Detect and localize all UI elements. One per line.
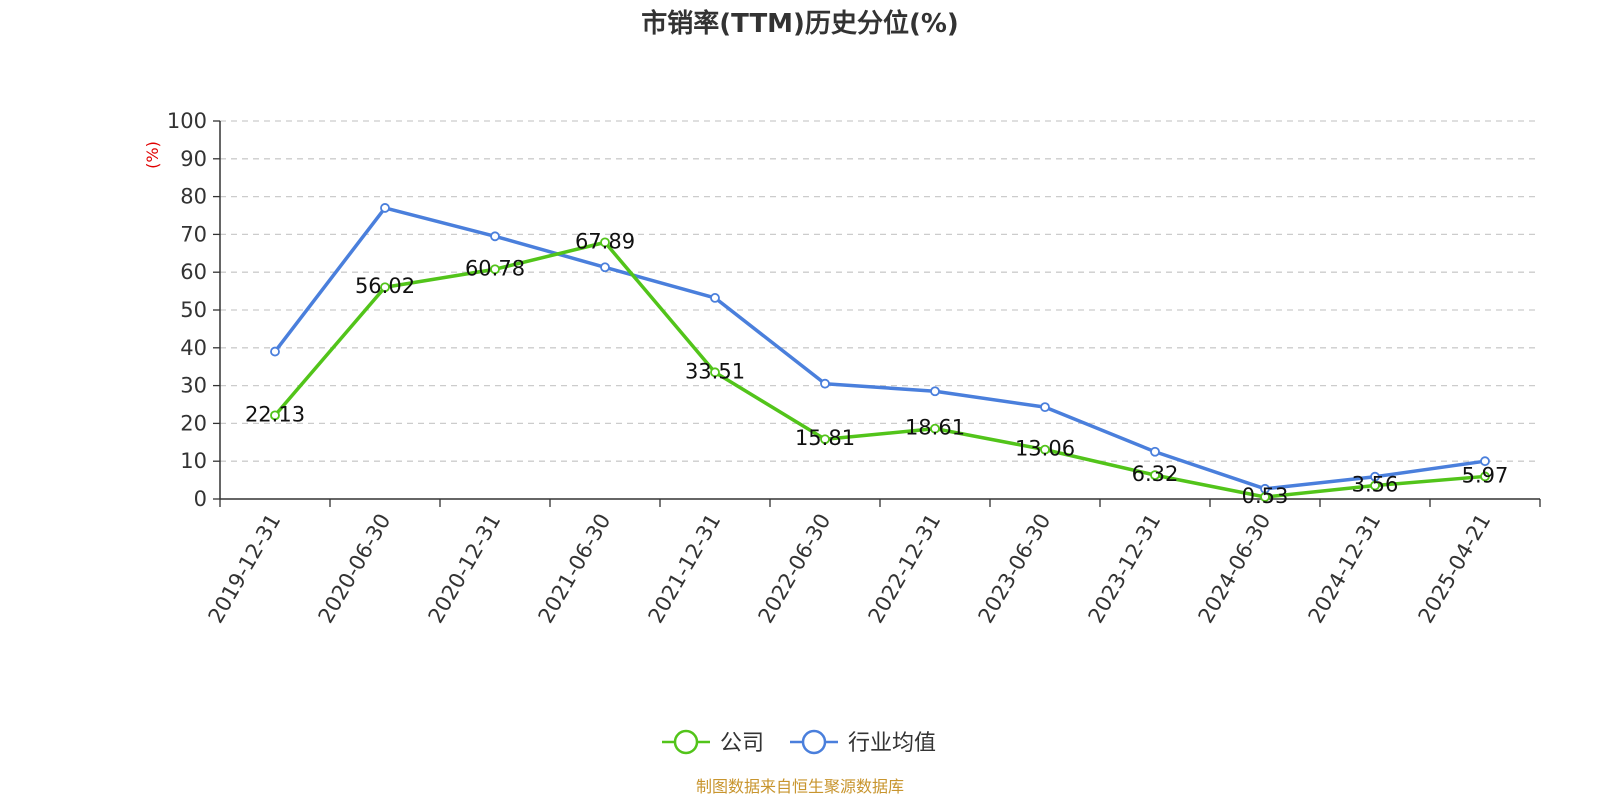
data-point[interactable]: [1040, 444, 1050, 455]
source-note: 制图数据来自恒生聚源数据库: [696, 777, 904, 796]
data-label: 22.13: [245, 402, 305, 426]
y-tick-label: 0: [194, 487, 207, 511]
y-tick-label: 40: [180, 336, 207, 360]
data-label: 13.06: [1015, 437, 1075, 461]
data-point[interactable]: [1480, 471, 1490, 482]
data-point[interactable]: [1150, 446, 1160, 457]
y-tick-label: 80: [180, 185, 207, 209]
y-tick-label: 60: [180, 260, 207, 284]
data-point[interactable]: [490, 231, 500, 242]
y-tick-label: 50: [180, 298, 207, 322]
data-label: 15.81: [795, 426, 855, 450]
y-axis-label: (%): [143, 141, 162, 169]
legend-label[interactable]: 行业均值: [848, 731, 936, 756]
data-point[interactable]: [1150, 470, 1160, 481]
legend-marker[interactable]: [801, 729, 827, 755]
y-tick-label: 10: [180, 449, 207, 473]
data-point[interactable]: [490, 264, 500, 275]
legend-marker[interactable]: [673, 729, 699, 755]
series-line-1: [273, 206, 1486, 491]
series-line-0: [273, 240, 1486, 499]
data-point[interactable]: [710, 293, 720, 303]
data-label: 6.32: [1132, 462, 1179, 486]
y-tick-label: 70: [180, 222, 207, 246]
data-point[interactable]: [380, 282, 390, 293]
data-point[interactable]: [380, 203, 390, 213]
x-tick-label: 2019-12-31: [204, 510, 286, 628]
data-point[interactable]: [820, 378, 830, 389]
data-label: 0.53: [1242, 484, 1289, 508]
data-labels: 22.13 56.02 60.78 67.89 33.51 15.81 18.61 13.06…: [245, 229, 1508, 508]
x-tick-label: 2020-06-30: [314, 510, 396, 628]
data-point[interactable]: [820, 434, 830, 445]
data-point[interactable]: [1040, 402, 1050, 413]
axes: 0 10 20 30 40 50 60 70 80 90 100 2019-12-31 2020-06-…: [167, 109, 1541, 628]
data-label: 67.89: [575, 229, 635, 253]
y-tick-label: 30: [180, 374, 207, 398]
x-tick-label: 2022-12-31: [864, 510, 946, 628]
data-label: 60.78: [465, 256, 525, 280]
x-tick-label: 2025-04-21: [1414, 510, 1496, 628]
data-label: 3.56: [1352, 473, 1399, 497]
x-tick-label: 2023-12-31: [1084, 510, 1166, 628]
x-tick-label: 2021-06-30: [534, 510, 616, 628]
data-point[interactable]: [1370, 480, 1380, 491]
data-point[interactable]: [930, 423, 940, 434]
x-tick-label: 2024-06-30: [1194, 510, 1276, 628]
y-tick-label: 90: [180, 147, 207, 171]
data-point[interactable]: [600, 262, 610, 273]
x-tick-label: 2021-12-31: [644, 510, 726, 628]
data-point[interactable]: [930, 386, 940, 397]
x-tick-label: 2020-12-31: [424, 510, 506, 628]
data-label: 33.51: [685, 359, 745, 383]
legend[interactable]: 公司 行业均值: [662, 729, 936, 756]
data-point[interactable]: [1480, 456, 1490, 467]
y-tick-label: 100: [167, 109, 207, 133]
data-label: 18.61: [905, 416, 965, 440]
chart-title: 市销率(TTM)历史分位(%): [641, 8, 959, 39]
x-tick-label: 2023-06-30: [974, 510, 1056, 628]
data-point[interactable]: [270, 346, 280, 357]
y-tick-label: 20: [180, 411, 207, 435]
gridlines: [220, 120, 1540, 462]
data-label: 5.97: [1462, 463, 1509, 487]
data-point[interactable]: [600, 237, 610, 248]
data-point[interactable]: [710, 367, 720, 378]
series-lines: [270, 203, 1490, 502]
data-point[interactable]: [1260, 492, 1270, 502]
legend-label[interactable]: 公司: [720, 731, 764, 756]
x-tick-label: 2022-06-30: [754, 510, 836, 628]
data-point[interactable]: [270, 410, 280, 421]
data-label: 56.02: [355, 274, 415, 298]
x-tick-label: 2024-12-31: [1304, 510, 1386, 628]
